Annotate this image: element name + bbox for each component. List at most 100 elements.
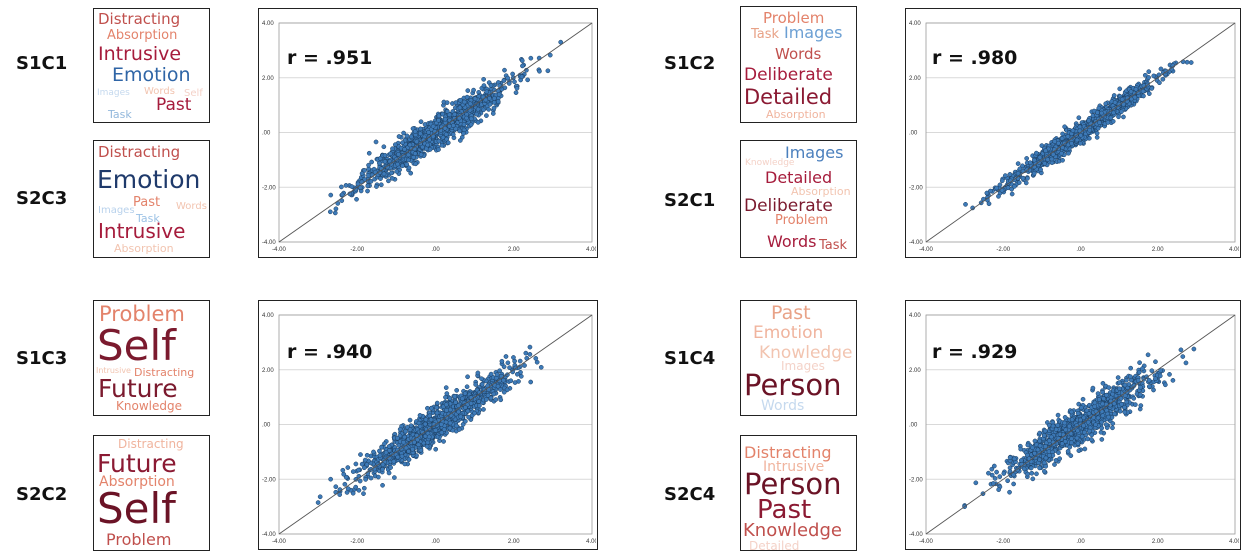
- data-point: [1157, 80, 1162, 86]
- data-point: [447, 396, 453, 401]
- data-point: [1137, 360, 1142, 365]
- data-point: [537, 68, 542, 74]
- data-point: [1016, 180, 1022, 185]
- data-point: [1086, 411, 1092, 416]
- data-point: [1096, 397, 1102, 402]
- cloud-word: Self: [184, 88, 203, 99]
- reference-line: [925, 314, 1236, 535]
- data-point: [1090, 385, 1096, 391]
- y-tick-label: .00: [909, 423, 918, 429]
- data-point: [1157, 373, 1163, 379]
- data-point: [357, 478, 363, 484]
- scatter-plot-1: 4.00 2.00.00 -2.00 -4.00 -4.00 -2.00.00 2.00 4.…: [258, 8, 598, 258]
- data-point: [1031, 157, 1037, 163]
- x-tick-label: 4.00: [586, 247, 596, 253]
- data-point: [1099, 110, 1104, 116]
- data-point: [447, 420, 453, 426]
- points: [963, 59, 1194, 211]
- data-point: [1075, 410, 1081, 416]
- data-point: [412, 129, 418, 134]
- data-point: [1184, 59, 1190, 65]
- data-point: [1037, 457, 1042, 463]
- data-point: [501, 377, 506, 383]
- cloud-word: Knowledge: [759, 343, 853, 363]
- data-point: [441, 427, 447, 432]
- data-point: [429, 405, 434, 411]
- data-point: [487, 95, 492, 101]
- data-point: [408, 134, 414, 140]
- data-point: [1094, 130, 1100, 136]
- data-point: [1066, 423, 1072, 429]
- data-point: [1087, 127, 1092, 133]
- data-point: [484, 89, 490, 95]
- data-point: [1007, 455, 1013, 460]
- row-label-s2c4: S2C4: [664, 484, 716, 505]
- data-point: [510, 71, 515, 77]
- data-point: [1065, 134, 1071, 139]
- data-point: [1137, 392, 1143, 398]
- data-point: [1111, 110, 1116, 116]
- data-point: [388, 151, 393, 157]
- data-point: [388, 465, 393, 470]
- data-point: [342, 481, 348, 487]
- data-point: [417, 423, 423, 429]
- data-point: [416, 442, 421, 448]
- data-point: [468, 116, 474, 122]
- data-point: [417, 131, 423, 137]
- data-point: [447, 123, 452, 129]
- data-point: [430, 123, 436, 129]
- data-point: [498, 397, 504, 403]
- data-point: [1020, 163, 1025, 169]
- y-tick-label: -2.00: [909, 185, 923, 191]
- y-tick-label: -2.00: [909, 477, 923, 483]
- data-point: [353, 186, 359, 192]
- data-point: [1007, 172, 1013, 177]
- data-point: [1096, 105, 1102, 111]
- cloud-word: Intrusive: [763, 459, 825, 475]
- data-point: [503, 354, 509, 359]
- data-point: [1074, 435, 1080, 441]
- data-point: [481, 407, 486, 412]
- data-point: [512, 380, 518, 385]
- data-point: [1030, 476, 1036, 482]
- data-point: [1023, 180, 1029, 186]
- data-point: [1092, 400, 1098, 406]
- data-point: [1043, 444, 1048, 449]
- data-point: [522, 363, 527, 368]
- data-point: [1128, 89, 1134, 94]
- data-point: [528, 55, 534, 61]
- cloud-word: Future: [98, 374, 178, 403]
- data-point: [396, 134, 402, 139]
- data-point: [458, 414, 464, 420]
- x-tick-label: 2.00: [1152, 247, 1164, 253]
- data-point: [462, 405, 468, 410]
- data-point: [1065, 448, 1071, 454]
- data-point: [1059, 441, 1065, 446]
- data-point: [345, 486, 351, 492]
- data-point: [339, 192, 345, 198]
- data-point: [361, 465, 367, 471]
- data-point: [361, 491, 366, 496]
- data-point: [454, 387, 460, 393]
- data-point: [371, 449, 376, 455]
- cloud-word: Problem: [763, 9, 825, 27]
- data-point: [373, 139, 379, 145]
- data-point: [485, 393, 491, 398]
- data-point: [464, 115, 469, 121]
- data-point: [545, 68, 551, 74]
- cloud-word: Distracting: [118, 437, 184, 451]
- scatter-svg: 4.002.00.00-2.00-4.00-4.00 -2.00.00 2.00 4.…: [262, 313, 596, 545]
- data-point: [359, 461, 365, 467]
- data-point: [1056, 140, 1061, 146]
- data-point: [1122, 404, 1127, 410]
- data-point: [519, 74, 525, 80]
- data-point: [1112, 100, 1118, 105]
- data-point: [1119, 96, 1125, 102]
- data-point: [1012, 184, 1017, 189]
- data-point: [528, 379, 534, 385]
- points: [962, 346, 1197, 509]
- data-point: [1018, 458, 1024, 463]
- data-point: [381, 144, 387, 150]
- data-point: [465, 374, 470, 380]
- r-value-label: r = .940: [287, 341, 373, 363]
